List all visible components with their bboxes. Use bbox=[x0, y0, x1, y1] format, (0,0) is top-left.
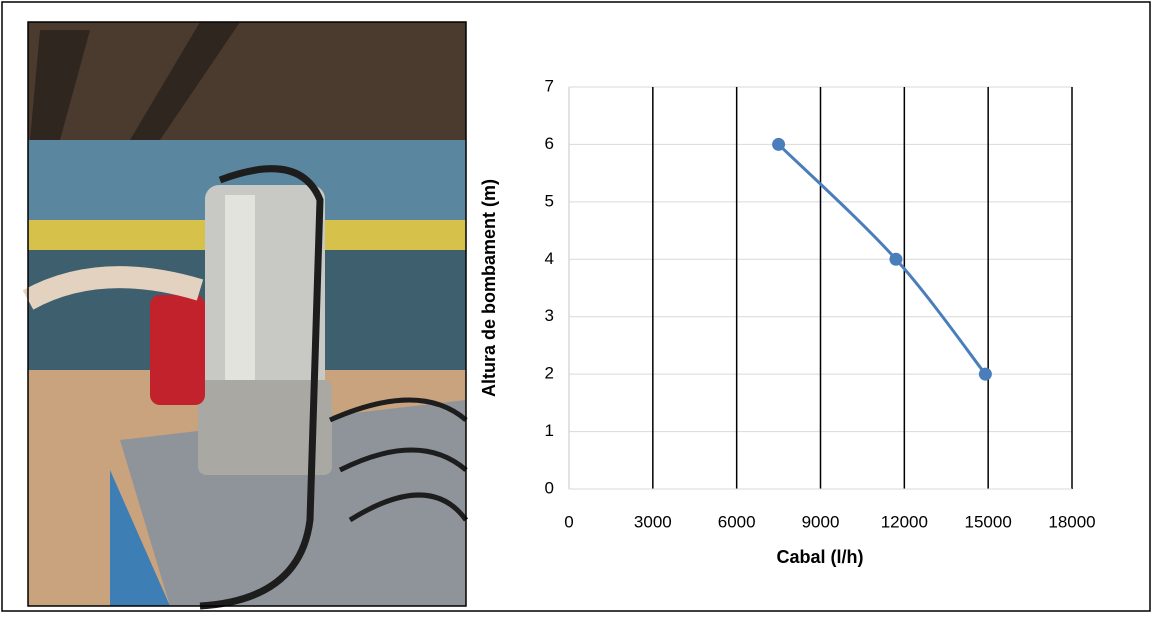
x-tick-label: 9000 bbox=[802, 512, 840, 531]
y-tick-label: 1 bbox=[545, 421, 554, 440]
y-tick-label: 7 bbox=[545, 76, 554, 95]
y-tick-label: 4 bbox=[545, 249, 554, 268]
y-tick-label: 5 bbox=[545, 191, 554, 210]
x-tick-label: 12000 bbox=[881, 512, 928, 531]
x-tick-label: 3000 bbox=[634, 512, 672, 531]
figure: Altura de bombament (m) Cabal (l/h) 0 1 2 3… bbox=[0, 0, 1153, 614]
x-tick-label: 6000 bbox=[718, 512, 756, 531]
x-tick-label: 0 bbox=[564, 512, 573, 531]
photo bbox=[28, 22, 466, 606]
y-tick-label: 3 bbox=[545, 306, 554, 325]
data-point bbox=[772, 138, 785, 151]
y-tick-label: 0 bbox=[545, 478, 554, 497]
x-axis-title: Cabal (l/h) bbox=[776, 547, 863, 567]
x-tick-label: 18000 bbox=[1048, 512, 1095, 531]
data-point bbox=[979, 368, 992, 381]
y-axis-title: Altura de bombament (m) bbox=[479, 179, 499, 397]
x-tick-label: 15000 bbox=[965, 512, 1012, 531]
y-tick-label: 6 bbox=[545, 134, 554, 153]
data-point bbox=[889, 253, 902, 266]
page: {"chart_data": {"type": "line", "xlabel"… bbox=[0, 0, 1153, 614]
y-tick-label: 2 bbox=[545, 364, 554, 383]
